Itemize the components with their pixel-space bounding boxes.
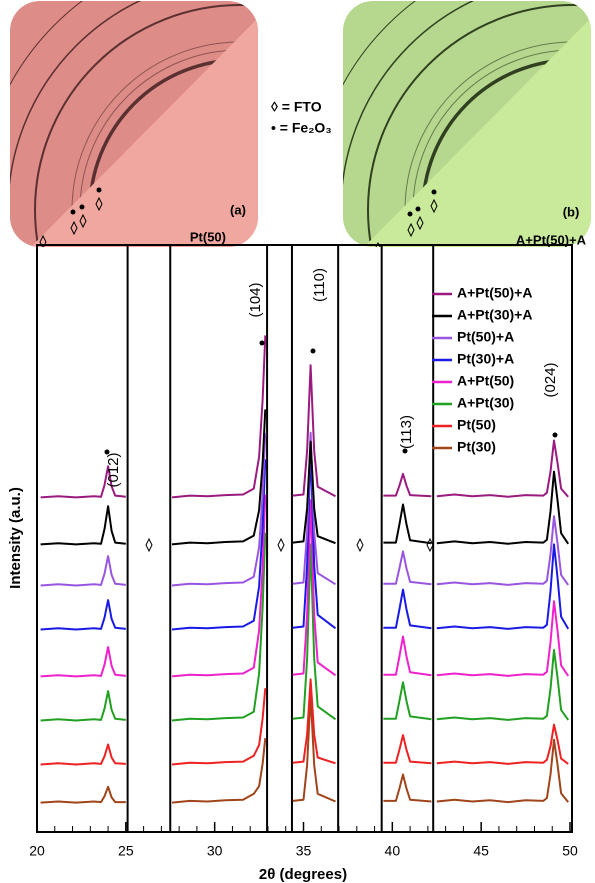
peak-label: (110): [311, 268, 328, 302]
x-tick-label: 25: [118, 843, 134, 859]
peak-marker: [552, 432, 558, 438]
series-line: [40, 335, 569, 499]
x-axis-label: 2θ (degrees): [259, 866, 347, 883]
legend-label: A+Pt(50): [457, 373, 514, 389]
panel-sample: Pt(50): [190, 229, 226, 244]
fto-marker: [356, 537, 364, 553]
series-line: [40, 678, 569, 766]
legend-label: Pt(50)+A: [457, 329, 514, 345]
diffraction-image-b: [343, 1, 591, 247]
peak-label: (012): [105, 452, 122, 487]
peak-label: (024): [542, 362, 559, 397]
x-tick-label: 35: [296, 843, 312, 859]
peak-label: (104): [247, 282, 264, 317]
y-axis-label: Intensity (a.u.): [7, 487, 24, 589]
key-entry: • = Fe₂O₃: [271, 120, 332, 136]
panel-label: (a): [230, 202, 246, 217]
x-tick-label: 20: [29, 843, 45, 859]
legend-label: A+Pt(50)+A: [457, 285, 532, 301]
legend-label: Pt(30): [457, 439, 496, 455]
series-line: [40, 431, 570, 587]
legend-label: Pt(30)+A: [457, 351, 514, 367]
fto-marker: [426, 537, 434, 553]
series-line: [40, 494, 570, 678]
x-tick-label: 30: [207, 843, 223, 859]
fto-marker: [277, 537, 285, 553]
panel-sample: A+Pt(50)+A: [516, 232, 587, 247]
legend-label: Pt(50): [457, 417, 496, 433]
peak-label: (113): [398, 415, 415, 449]
series-line: [40, 409, 570, 546]
x-tick-label: 45: [473, 843, 489, 859]
x-tick-label: 50: [562, 843, 578, 859]
peak-marker: [310, 348, 316, 354]
diffraction-image-a: [10, 1, 258, 247]
fto-marker: [145, 537, 153, 553]
x-tick-label: 40: [385, 843, 401, 859]
panel-label: (b): [563, 204, 580, 219]
peak-marker: [104, 449, 110, 455]
peak-marker: [259, 340, 265, 346]
key-entry: ◊ = FTO: [271, 99, 322, 115]
peak-marker: [402, 448, 408, 454]
legend-label: A+Pt(30)+A: [457, 307, 532, 323]
legend-label: A+Pt(30): [457, 395, 514, 411]
plot-frame: [36, 244, 573, 833]
series-line: [40, 532, 570, 722]
